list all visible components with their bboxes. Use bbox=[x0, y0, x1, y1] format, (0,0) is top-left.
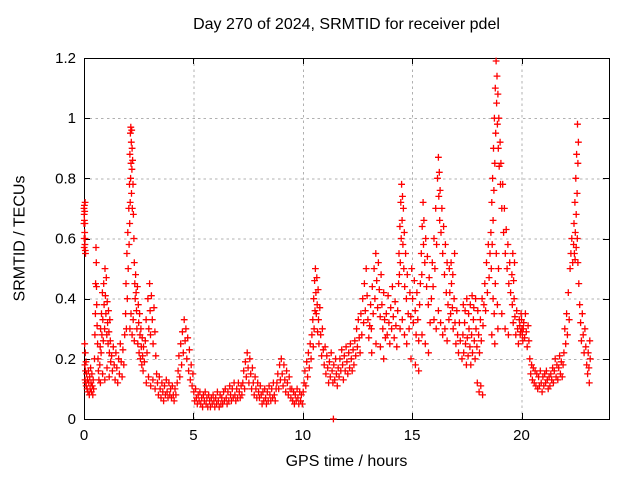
scatter-points bbox=[80, 57, 594, 423]
y-tick-labels: 0 0.2 0.4 0.6 0.8 1 1.2 bbox=[55, 50, 76, 428]
y-tick-label: 1.2 bbox=[55, 50, 76, 67]
x-tick-label: 15 bbox=[404, 427, 421, 444]
x-tick-label: 5 bbox=[189, 427, 197, 444]
x-tick-label: 20 bbox=[513, 427, 530, 444]
x-tick-labels: 0 5 10 15 20 bbox=[80, 427, 530, 444]
y-tick-label: 0.6 bbox=[55, 231, 76, 248]
y-tick-label: 0.4 bbox=[55, 291, 76, 308]
y-tick-label: 0.8 bbox=[55, 170, 76, 187]
x-tick-label: 10 bbox=[294, 427, 311, 444]
x-axis-label: GPS time / hours bbox=[285, 453, 408, 470]
y-tick-label: 1 bbox=[68, 110, 76, 127]
chart-title: Day 270 of 2024, SRMTID for receiver pde… bbox=[193, 16, 500, 33]
x-tick-label: 0 bbox=[80, 427, 88, 444]
y-tick-label: 0 bbox=[68, 411, 76, 428]
y-tick-label: 0.2 bbox=[55, 351, 76, 368]
axis-tick-marks bbox=[84, 58, 609, 420]
